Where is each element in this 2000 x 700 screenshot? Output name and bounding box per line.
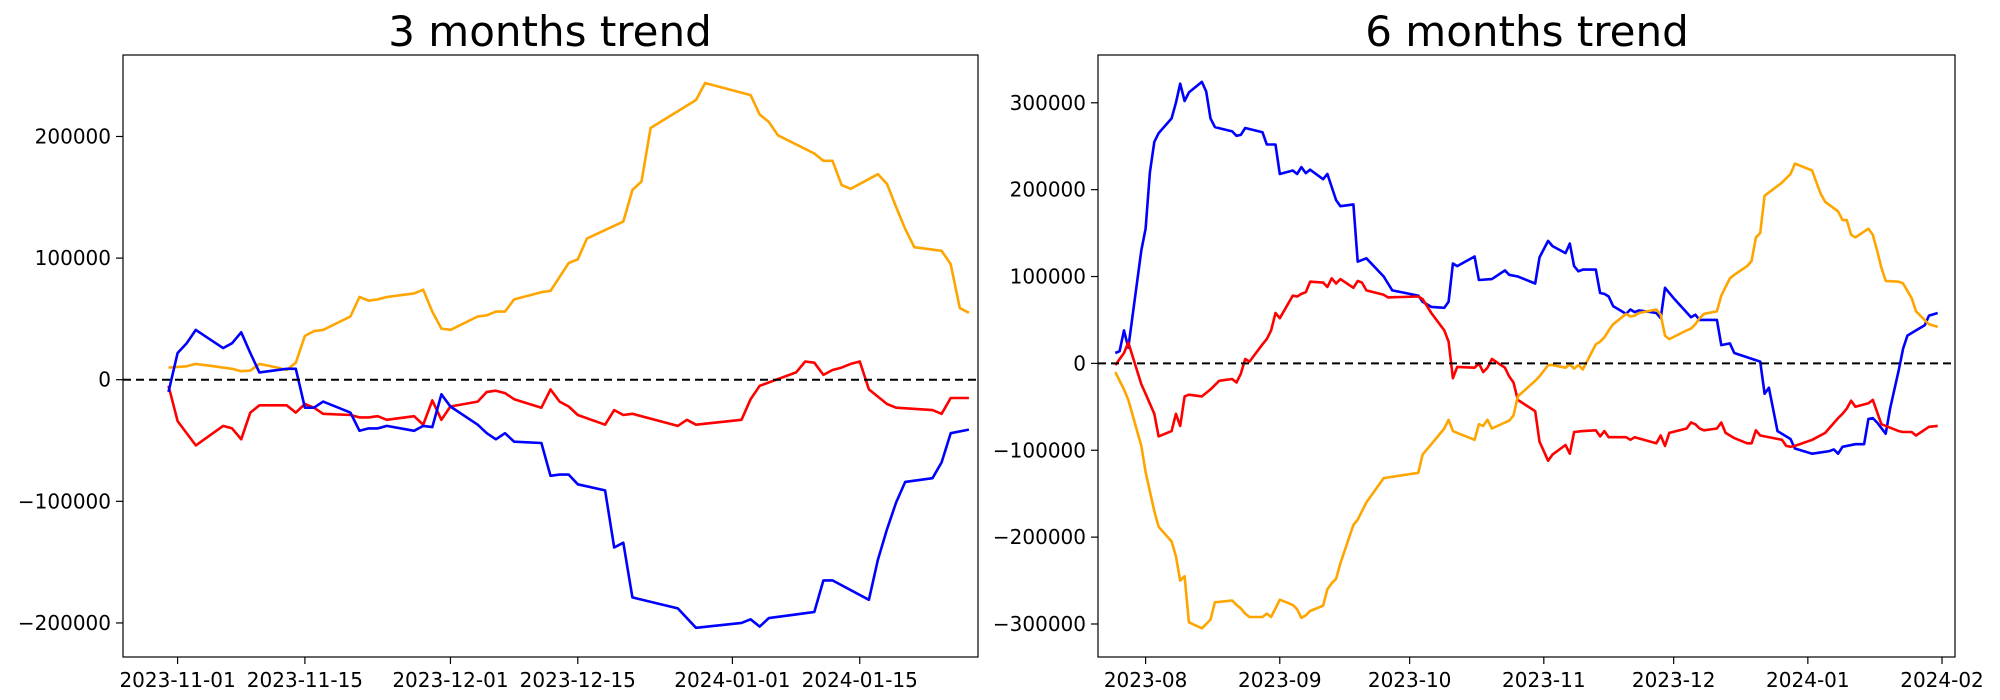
series-line-0 <box>1114 80 1939 455</box>
series-line-2 <box>1114 162 1939 630</box>
series-group <box>167 81 970 630</box>
y-tick-label: 0 <box>1073 351 1086 375</box>
plot-frame <box>1097 54 1956 658</box>
chart-6-months: 6 months trend −300000 −200000 −100000 0 100… <box>993 7 1984 692</box>
plot-area: −200000 −100000 0 100000 200000 2023-11-01 202… <box>18 54 979 692</box>
x-tick-label: 2024-01 <box>1766 668 1850 692</box>
y-tick-label: 200000 <box>1010 178 1086 202</box>
y-tick-label: 300000 <box>1010 91 1086 115</box>
x-tick-label: 2023-12-01 <box>392 668 508 692</box>
y-tick-label: −300000 <box>993 612 1086 636</box>
x-tick-label: 2024-02 <box>1900 668 1984 692</box>
x-tick-label: 2023-11 <box>1502 668 1586 692</box>
series-line-1 <box>1114 277 1938 462</box>
plot-frame <box>122 54 979 658</box>
y-tick-label: −200000 <box>18 611 111 635</box>
chart-title: 6 months trend <box>1365 7 1689 56</box>
chart-title: 3 months trend <box>388 7 712 56</box>
series-line-2 <box>167 328 970 630</box>
y-tick-label: 200000 <box>35 124 111 148</box>
x-tick-label: 2023-11-01 <box>119 668 235 692</box>
y-tick-label: −200000 <box>993 525 1086 549</box>
x-tick-label: 2023-09 <box>1238 668 1322 692</box>
x-tick-label: 2023-12-15 <box>520 668 636 692</box>
series-group <box>1114 80 1939 630</box>
y-tick-label: 0 <box>98 368 111 392</box>
x-tick-label: 2023-12 <box>1632 668 1716 692</box>
series-line-1 <box>167 360 969 447</box>
y-tick-label: 100000 <box>35 246 111 270</box>
y-tick-label: 100000 <box>1010 265 1086 289</box>
y-tick-label: −100000 <box>18 489 111 513</box>
plot-area: −300000 −200000 −100000 0 100000 200000 300000… <box>993 54 1984 692</box>
x-tick-label: 2024-01-01 <box>674 668 790 692</box>
x-tick-label: 2023-10 <box>1368 668 1452 692</box>
x-tick-label: 2023-11-15 <box>247 668 363 692</box>
x-tick-label: 2023-08 <box>1104 668 1188 692</box>
chart-3-months: 3 months trend −200000 −100000 0 100000 2000… <box>18 7 979 692</box>
series-line-0 <box>168 81 970 373</box>
x-tick-label: 2024-01-15 <box>802 668 918 692</box>
y-tick-label: −100000 <box>993 438 1086 462</box>
